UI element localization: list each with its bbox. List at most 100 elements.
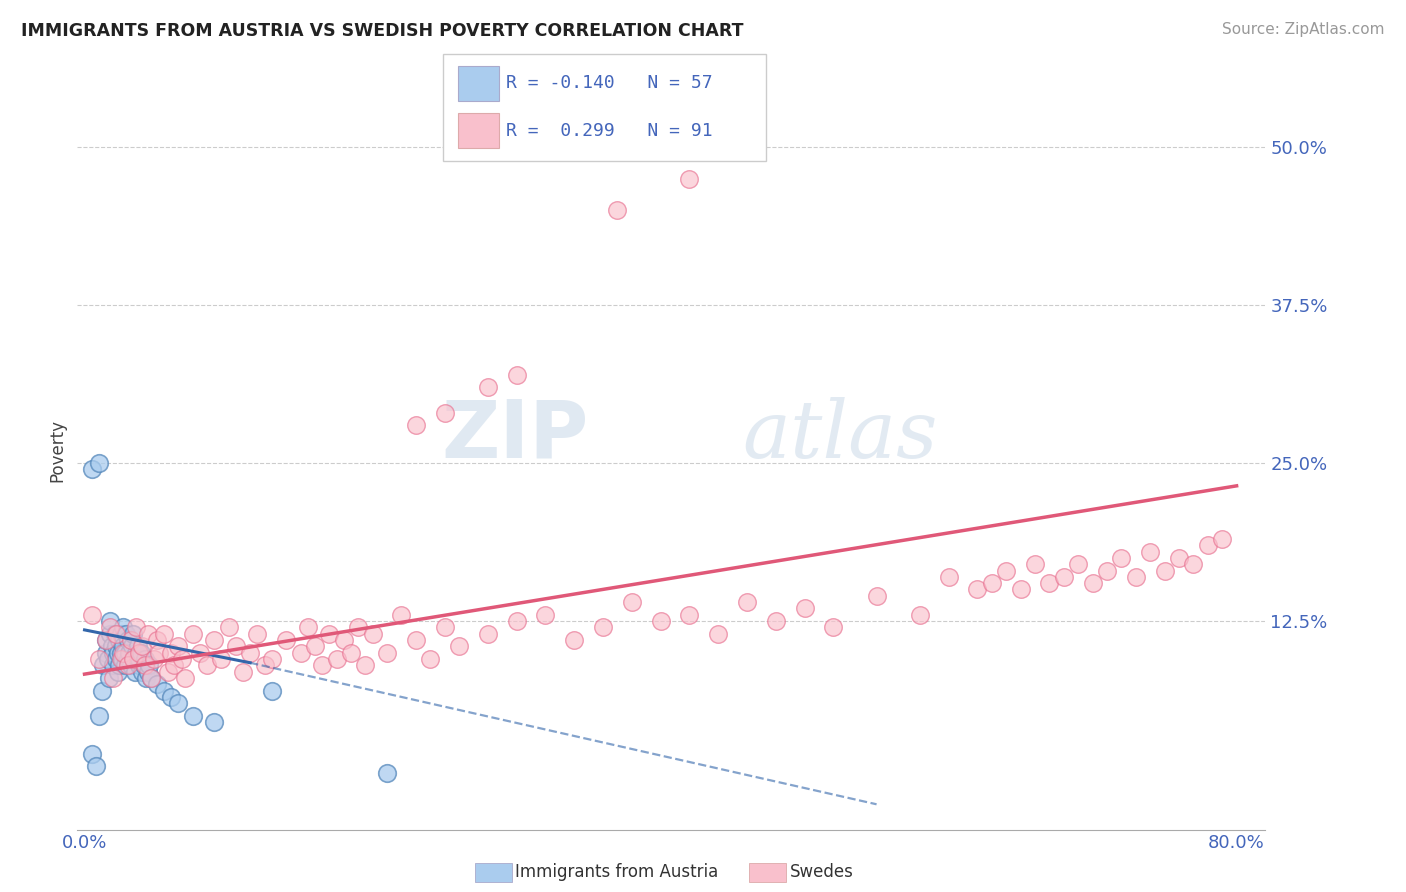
Point — [181, 708, 204, 723]
Point — [195, 658, 218, 673]
Point — [87, 456, 110, 470]
Point — [139, 671, 162, 685]
Point — [253, 658, 276, 673]
Point — [297, 620, 319, 634]
Text: Source: ZipAtlas.com: Source: ZipAtlas.com — [1222, 22, 1385, 37]
Point — [290, 646, 312, 660]
Point — [131, 640, 153, 654]
Point — [1053, 570, 1076, 584]
Text: IMMIGRANTS FROM AUSTRIA VS SWEDISH POVERTY CORRELATION CHART: IMMIGRANTS FROM AUSTRIA VS SWEDISH POVER… — [21, 22, 744, 40]
Point — [908, 607, 931, 622]
Point — [620, 595, 643, 609]
Point — [120, 633, 142, 648]
Point — [405, 418, 427, 433]
Point — [1197, 538, 1219, 552]
Point — [232, 665, 254, 679]
Point — [103, 646, 125, 660]
Point — [167, 696, 190, 710]
Point — [318, 626, 340, 640]
Point — [202, 715, 225, 730]
Point — [104, 626, 127, 640]
Point — [145, 633, 167, 648]
Point — [97, 652, 120, 666]
Point — [107, 646, 129, 660]
Point — [114, 646, 136, 660]
Point — [128, 652, 150, 666]
Point — [91, 658, 114, 673]
Point — [122, 626, 145, 640]
Point — [110, 652, 132, 666]
Point — [100, 620, 122, 634]
Point — [174, 671, 197, 685]
Point — [134, 652, 156, 666]
Point — [172, 652, 194, 666]
Point — [1139, 544, 1161, 558]
Point — [148, 646, 170, 660]
Point — [793, 601, 815, 615]
Point — [167, 640, 190, 654]
Point — [1010, 582, 1032, 597]
Point — [592, 620, 614, 634]
Point — [419, 652, 441, 666]
Point — [128, 658, 150, 673]
Point — [650, 614, 672, 628]
Point — [105, 640, 128, 654]
Point — [121, 640, 143, 654]
Point — [122, 652, 145, 666]
Point — [765, 614, 787, 628]
Text: Immigrants from Austria: Immigrants from Austria — [515, 863, 718, 881]
Point — [260, 683, 283, 698]
Point — [311, 658, 333, 673]
Point — [1081, 576, 1104, 591]
Point — [505, 614, 527, 628]
Point — [87, 708, 110, 723]
Point — [152, 626, 174, 640]
Point — [115, 626, 138, 640]
Text: R =  0.299   N = 91: R = 0.299 N = 91 — [506, 121, 713, 139]
Point — [136, 626, 159, 640]
Point — [120, 658, 142, 673]
Point — [112, 640, 135, 654]
Point — [347, 620, 370, 634]
Point — [103, 671, 125, 685]
Point — [80, 747, 103, 761]
Point — [84, 759, 107, 773]
Point — [1125, 570, 1147, 584]
Text: atlas: atlas — [742, 397, 938, 474]
Point — [325, 652, 347, 666]
Point — [160, 690, 183, 704]
Point — [136, 665, 159, 679]
Point — [111, 652, 134, 666]
Point — [138, 658, 160, 673]
Point — [966, 582, 988, 597]
Point — [534, 607, 557, 622]
Point — [125, 620, 148, 634]
Point — [202, 633, 225, 648]
Point — [160, 646, 183, 660]
Point — [127, 640, 149, 654]
Point — [1111, 550, 1133, 565]
Point — [361, 626, 384, 640]
Point — [433, 620, 456, 634]
Point — [239, 646, 262, 660]
Point — [209, 652, 232, 666]
Point — [152, 683, 174, 698]
Point — [246, 626, 269, 640]
Point — [124, 665, 146, 679]
Point — [332, 633, 354, 648]
Point — [108, 658, 131, 673]
Point — [108, 633, 131, 648]
Point — [218, 620, 240, 634]
Point — [606, 203, 628, 218]
Point — [823, 620, 845, 634]
Point — [112, 646, 135, 660]
Y-axis label: Poverty: Poverty — [48, 419, 66, 482]
Point — [105, 652, 128, 666]
Point — [354, 658, 377, 673]
Point — [304, 640, 326, 654]
Point — [80, 607, 103, 622]
Point — [433, 406, 456, 420]
Point — [678, 607, 700, 622]
Point — [1038, 576, 1060, 591]
Point — [87, 652, 110, 666]
